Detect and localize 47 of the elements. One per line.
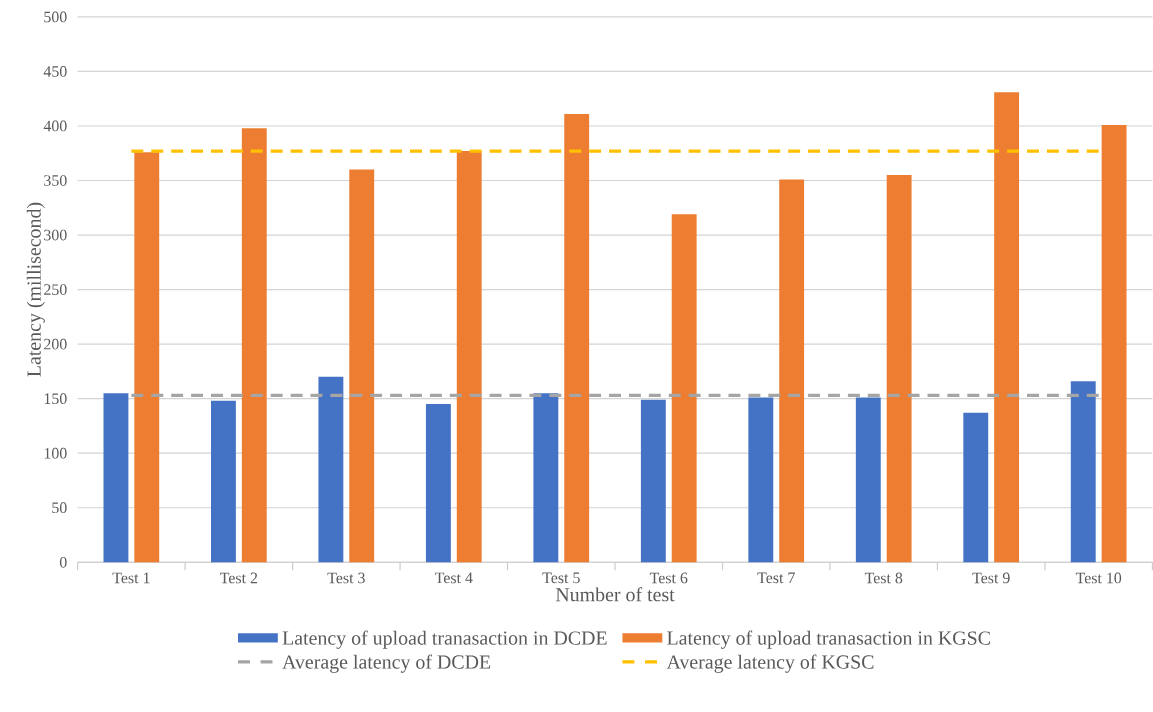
- y-tick-label: 350: [44, 175, 67, 187]
- x-tick-label: Test 6: [649, 572, 688, 584]
- bar: [456, 151, 482, 563]
- bar: [1070, 381, 1096, 563]
- x-tick-label: Test 4: [434, 572, 473, 584]
- y-tick-label: 250: [44, 284, 67, 296]
- bar: [349, 169, 375, 563]
- bar: [855, 397, 881, 563]
- y-tick-label: 450: [43, 66, 67, 78]
- bar: [533, 393, 559, 563]
- y-tick-label: 100: [44, 448, 67, 459]
- y-tick-label: 150: [44, 393, 67, 405]
- bar: [640, 399, 666, 563]
- x-tick-label: Test 8: [864, 572, 903, 584]
- bar: [671, 214, 697, 563]
- bar: [241, 128, 267, 563]
- bar: [1101, 125, 1127, 563]
- legend-label: Average latency of DCDE: [282, 654, 491, 674]
- x-tick-label: Test 1: [112, 572, 150, 584]
- bar: [318, 377, 344, 563]
- y-tick-label: 200: [44, 338, 67, 350]
- bar: [748, 397, 774, 563]
- bar: [134, 152, 160, 563]
- legend-label: Average latency of KGSC: [666, 654, 874, 674]
- bar: [963, 413, 989, 563]
- x-tick-label: Test 3: [327, 572, 365, 584]
- x-axis-title: Number of test: [555, 587, 675, 602]
- y-tick-label: 400: [43, 120, 67, 132]
- y-tick-label: 0: [59, 557, 67, 568]
- x-tick-label: Test 5: [542, 572, 580, 584]
- x-tick-label: Test 2: [220, 572, 258, 584]
- bar: [994, 92, 1020, 563]
- legend-label: Latency of upload tranasaction in KGSC: [667, 630, 990, 650]
- bar: [103, 393, 129, 563]
- y-tick-label: 300: [44, 229, 67, 241]
- x-tick-label: Test 7: [757, 572, 795, 584]
- bar: [564, 114, 590, 563]
- x-tick-label: Test 9: [972, 572, 1010, 584]
- y-tick-label: 500: [44, 11, 67, 23]
- bar: [779, 179, 805, 563]
- bar: [425, 404, 451, 563]
- y-tick-label: 50: [52, 502, 67, 514]
- y-axis-title: Latency (millisecond): [26, 203, 45, 377]
- x-tick-label: Test 10: [1075, 572, 1122, 584]
- bar: [210, 401, 236, 563]
- legend-label: Latency of upload tranasaction in DCDE: [282, 630, 607, 650]
- bar: [886, 175, 912, 563]
